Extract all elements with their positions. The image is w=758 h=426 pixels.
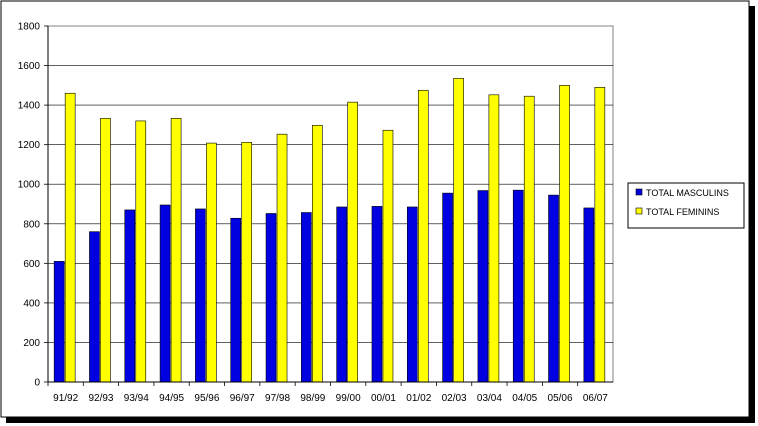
bar-feminins [488, 94, 500, 383]
x-tick-label: 98/99 [300, 393, 325, 404]
x-tick-label: 92/93 [88, 393, 113, 404]
y-tick-label: 600 [23, 259, 40, 270]
x-tick-label: 96/97 [230, 393, 255, 404]
x-tick-label: 05/06 [548, 393, 573, 404]
bar-masculins [159, 204, 171, 383]
x-tick-label: 02/03 [442, 393, 467, 404]
y-tick-label: 1600 [18, 61, 41, 72]
y-axis-ticks: 0 200 400 600 800 1000 1200 1400 1600 1800 [18, 22, 49, 389]
bar-feminins [276, 133, 288, 383]
x-tick-label: 03/04 [477, 393, 502, 404]
bar-feminins [100, 118, 111, 383]
y-tick-label: 1400 [18, 101, 41, 112]
legend-swatch-feminins [635, 207, 643, 215]
bar-masculins [583, 207, 595, 383]
bar-masculins [53, 261, 65, 383]
bar-feminins [135, 120, 147, 383]
y-tick-label: 200 [23, 338, 40, 349]
bar-feminins [312, 124, 323, 383]
bar-masculins [548, 194, 559, 383]
bar-masculins [195, 208, 206, 383]
bars [53, 78, 606, 383]
bar-masculins [89, 231, 100, 383]
bar-masculins [301, 212, 312, 383]
bar-feminins [559, 85, 570, 383]
bar-masculins [230, 217, 242, 383]
x-axis-ticks: 91/92 92/93 93/94 94/95 95/96 96/97 97/98 98/99… [47, 381, 613, 404]
bar-masculins [477, 190, 489, 383]
bar-masculins [406, 206, 418, 383]
x-tick-label: 06/07 [583, 393, 608, 404]
bar-masculins [371, 206, 383, 383]
x-tick-label: 01/02 [406, 393, 431, 404]
y-tick-label: 800 [23, 219, 40, 230]
bar-feminins [64, 92, 76, 383]
y-tick-label: 1000 [18, 180, 41, 191]
y-tick-label: 0 [34, 378, 40, 389]
bar-feminins [206, 142, 217, 383]
legend-label-masculins: TOTAL MASCULINS [646, 188, 729, 198]
x-tick-label: 93/94 [124, 393, 149, 404]
bar-masculins [442, 192, 453, 383]
x-tick-label: 04/05 [512, 393, 537, 404]
y-tick-label: 1200 [18, 140, 41, 151]
bar-feminins [241, 141, 253, 383]
x-tick-label: 00/01 [371, 393, 396, 404]
bar-masculins [512, 189, 524, 383]
x-tick-label: 91/92 [53, 393, 78, 404]
x-tick-label: 95/96 [194, 393, 219, 404]
bar-masculins [265, 213, 277, 383]
y-tick-label: 1800 [18, 22, 41, 33]
bar-masculins [124, 209, 136, 383]
y-tick-label: 400 [23, 298, 40, 309]
bar-feminins [347, 101, 358, 383]
bar-feminins [417, 89, 429, 383]
bar-masculins [336, 206, 347, 383]
bar-feminins [170, 118, 182, 383]
x-tick-label: 94/95 [159, 393, 184, 404]
bar-feminins [523, 95, 535, 383]
x-tick-label: 97/98 [265, 393, 290, 404]
bar-feminins [594, 87, 606, 383]
legend-box [627, 182, 745, 229]
x-tick-label: 99/00 [336, 393, 361, 404]
legend-swatch-masculins [635, 188, 643, 196]
legend: TOTAL MASCULINS TOTAL FEMININS [627, 182, 745, 229]
bar-feminins [382, 129, 394, 383]
bar-feminins [453, 78, 464, 383]
legend-label-feminins: TOTAL FEMININS [646, 207, 719, 217]
